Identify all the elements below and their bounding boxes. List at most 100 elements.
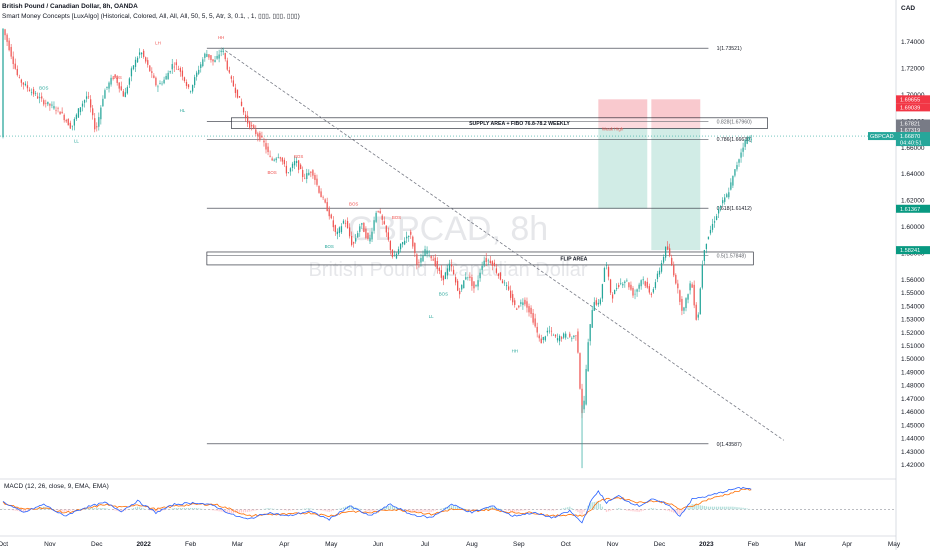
candle-body — [98, 117, 100, 127]
candle-body — [153, 75, 155, 78]
macd-histogram-bar — [210, 509, 212, 511]
candle-body — [173, 66, 175, 68]
macd-histogram-bar — [720, 506, 722, 510]
macd-histogram-bar — [497, 508, 500, 510]
candle-body — [267, 146, 269, 153]
candle-body — [59, 111, 61, 115]
macd-histogram-bar — [599, 503, 602, 510]
macd-histogram-bar — [607, 509, 610, 512]
candle-body — [748, 136, 750, 140]
candle-body — [102, 98, 104, 107]
macd-histogram-bar — [626, 509, 628, 511]
candle-body — [124, 92, 126, 98]
macd-histogram-bar — [493, 507, 495, 510]
time-tick-label: May — [888, 541, 901, 548]
candle-body — [638, 284, 640, 289]
candle-body — [575, 335, 577, 337]
macd-histogram-bar — [552, 509, 555, 511]
candle-body — [379, 211, 381, 214]
zone-label: SUPPLY AREA + FIBO 76.8-78.2 WEEKLY — [469, 121, 570, 127]
candle-body — [112, 78, 114, 79]
macd-histogram-bar — [724, 506, 726, 510]
symbol-tag-label: GBPCAD — [870, 134, 894, 140]
smc-label: Weak High — [602, 126, 624, 131]
macd-histogram-bar — [687, 507, 689, 510]
candle-body — [145, 57, 147, 62]
candle-body — [512, 294, 514, 303]
candle-body — [318, 185, 320, 193]
candle-body — [200, 64, 202, 68]
indicator-legend[interactable]: Smart Money Concepts [LuxAlgo] (Historic… — [2, 13, 300, 20]
macd-histogram-bar — [59, 509, 61, 511]
candle-body — [605, 265, 608, 266]
candle-body — [401, 242, 404, 245]
macd-histogram-bar — [141, 507, 143, 510]
macd-histogram-bar — [483, 508, 485, 510]
macd-histogram-bar — [469, 509, 471, 511]
macd-histogram-bar — [71, 509, 73, 511]
candle-body — [47, 101, 49, 105]
macd-histogram-bar — [351, 506, 353, 510]
candle-body — [383, 221, 385, 225]
macd-histogram-bar — [126, 509, 128, 511]
candle-body — [524, 299, 526, 305]
candle-body — [548, 330, 551, 332]
candle-body — [53, 106, 55, 109]
candle-body — [83, 100, 86, 103]
macd-histogram-bar — [357, 508, 359, 510]
stop-zone — [651, 99, 701, 129]
candle-body — [591, 310, 593, 328]
macd-histogram-bar — [542, 509, 544, 511]
smc-label: HL — [180, 108, 186, 113]
macd-histogram-bar — [667, 509, 669, 511]
candle-body — [487, 260, 489, 262]
time-tick-label: Oct — [561, 541, 571, 548]
candle-body — [561, 337, 563, 339]
candle-body — [90, 99, 92, 108]
candle-body — [177, 68, 179, 70]
candle-body — [493, 262, 495, 267]
macd-histogram-bar — [620, 508, 622, 510]
candle-body — [259, 132, 261, 141]
macd-histogram-bar — [624, 509, 626, 511]
candle-body — [546, 330, 548, 333]
candle-body — [408, 235, 410, 237]
candle-body — [742, 147, 744, 152]
candle-body — [304, 177, 306, 179]
candle-body — [709, 229, 712, 234]
price-tag-label: 1.67821 — [900, 122, 920, 128]
macd-histogram-bar — [448, 506, 451, 510]
candle-body — [540, 338, 542, 344]
candle-body — [43, 100, 45, 105]
macd-histogram-bar — [224, 509, 226, 513]
macd-histogram-bar — [163, 509, 165, 511]
fib-label: 0.786(1.66630) — [717, 137, 752, 143]
macd-histogram-bar — [220, 509, 222, 512]
fib-label: 0.618(1.61412) — [717, 206, 752, 212]
macd-histogram-bar — [575, 509, 577, 511]
macd-histogram-bar — [285, 509, 288, 511]
candle-body — [707, 236, 710, 240]
macd-histogram-bar — [563, 508, 565, 510]
candle-body — [28, 89, 31, 92]
smc-label: BOS — [267, 170, 276, 175]
candle-body — [149, 65, 151, 72]
candle-body — [369, 237, 371, 242]
macd-histogram-bar — [512, 509, 514, 513]
candle-body — [147, 60, 149, 65]
time-tick-label: Dec — [91, 541, 103, 548]
macd-histogram-bar — [675, 509, 677, 514]
candle-body — [161, 83, 163, 85]
macd-label: MACD (12, 26, close, 9, EMA, EMA) — [4, 483, 109, 490]
candle-body — [552, 334, 555, 336]
macd-histogram-bar — [550, 509, 553, 511]
candle-body — [122, 91, 124, 97]
candle-body — [159, 83, 161, 85]
macd-histogram-bar — [503, 509, 506, 510]
price-tag-label: 1.61367 — [900, 207, 920, 213]
macd-histogram-bar — [616, 508, 618, 510]
macd-histogram-bar — [369, 509, 371, 513]
candle-body — [49, 103, 51, 106]
candle-body — [632, 288, 634, 296]
